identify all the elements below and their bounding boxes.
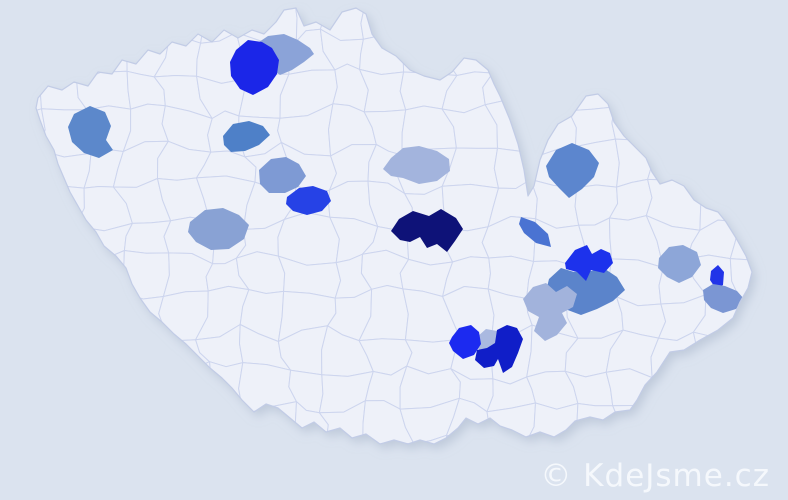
district-14[interactable]	[523, 283, 577, 341]
district-20[interactable]	[475, 325, 523, 373]
district-17[interactable]	[703, 284, 744, 313]
district-10[interactable]	[546, 143, 599, 198]
district-05[interactable]	[259, 157, 306, 193]
district-01[interactable]	[230, 40, 279, 95]
district-07[interactable]	[188, 208, 249, 250]
district-11[interactable]	[519, 217, 551, 247]
district-19[interactable]	[449, 325, 481, 359]
district-cell	[403, 434, 452, 444]
district-06[interactable]	[286, 186, 331, 215]
country-outline	[35, 7, 753, 445]
district-08[interactable]	[383, 146, 450, 184]
district-12[interactable]	[565, 245, 613, 281]
district-09[interactable]	[391, 209, 463, 252]
district-15[interactable]	[658, 245, 701, 283]
district-cell	[362, 400, 415, 444]
district-03[interactable]	[68, 106, 113, 158]
district-cell	[277, 212, 340, 266]
district-04[interactable]	[223, 121, 270, 152]
district-16[interactable]	[710, 265, 724, 289]
